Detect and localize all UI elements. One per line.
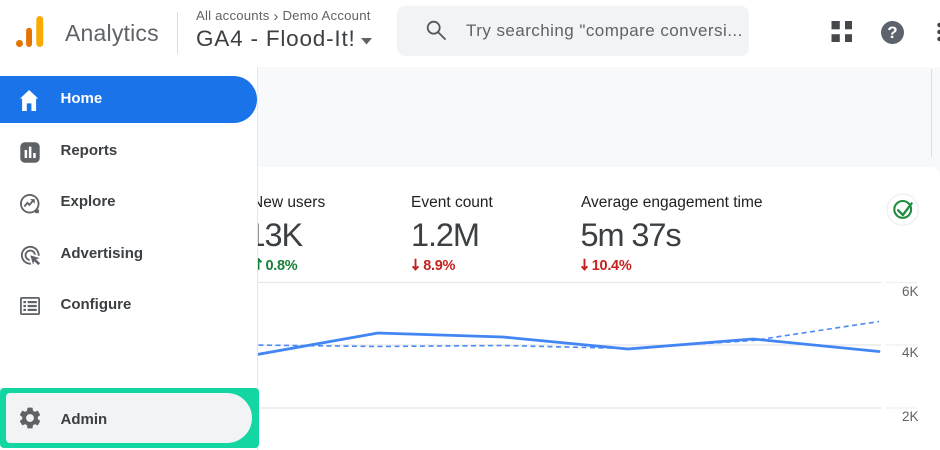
svg-text:2K: 2K (902, 409, 919, 424)
svg-text:4K: 4K (902, 345, 919, 360)
svg-text:6K: 6K (902, 284, 919, 299)
